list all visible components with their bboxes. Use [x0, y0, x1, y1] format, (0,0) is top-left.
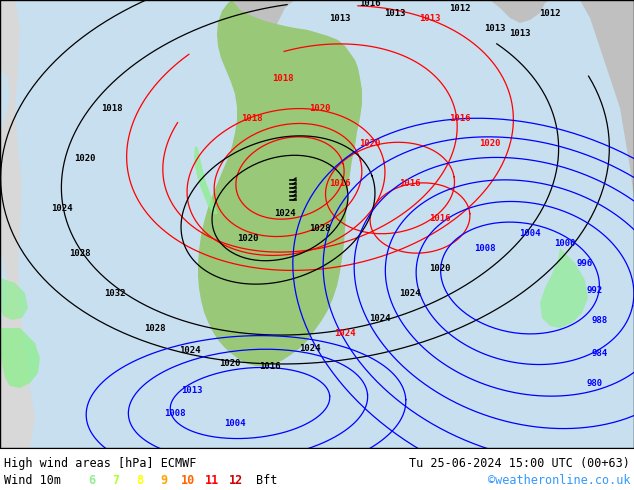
Text: 1020: 1020: [74, 153, 96, 163]
Text: 1024: 1024: [399, 289, 421, 297]
Text: 1020: 1020: [429, 264, 451, 272]
Text: 1004: 1004: [519, 228, 541, 238]
Text: 1020: 1020: [359, 139, 381, 147]
Text: 1016: 1016: [259, 362, 281, 370]
Polygon shape: [0, 278, 28, 320]
Text: 1013: 1013: [509, 28, 531, 38]
Text: 1024: 1024: [51, 203, 73, 213]
Text: 1028: 1028: [309, 223, 331, 232]
Text: 1013: 1013: [329, 14, 351, 23]
Text: 1018: 1018: [101, 103, 123, 113]
Text: 1024: 1024: [275, 209, 295, 218]
Text: 984: 984: [592, 348, 608, 358]
Text: 8: 8: [136, 474, 143, 487]
Text: 1020: 1020: [479, 139, 501, 147]
Text: 992: 992: [587, 286, 603, 294]
Text: 1028: 1028: [145, 323, 165, 333]
Text: 1032: 1032: [104, 289, 126, 297]
Text: 1012: 1012: [450, 3, 471, 13]
Polygon shape: [540, 248, 588, 328]
Polygon shape: [194, 146, 218, 214]
Text: 10: 10: [181, 474, 195, 487]
Text: ©weatheronline.co.uk: ©weatheronline.co.uk: [488, 474, 630, 487]
Text: 996: 996: [577, 259, 593, 268]
Text: 7: 7: [112, 474, 120, 487]
Text: 12: 12: [229, 474, 243, 487]
Text: 1013: 1013: [181, 386, 203, 394]
Text: Wind 10m: Wind 10m: [4, 474, 61, 487]
Text: 1024: 1024: [299, 343, 321, 352]
Text: 1018: 1018: [242, 114, 262, 122]
Polygon shape: [230, 0, 295, 33]
Text: 1016: 1016: [399, 178, 421, 188]
Text: 1016: 1016: [329, 178, 351, 188]
Polygon shape: [0, 328, 40, 388]
Text: 1024: 1024: [334, 328, 356, 338]
Text: 1012: 1012: [540, 8, 560, 18]
Text: 1020: 1020: [237, 234, 259, 243]
Text: 1004: 1004: [224, 418, 246, 427]
Text: 9: 9: [160, 474, 167, 487]
Text: 1008: 1008: [474, 244, 496, 252]
Text: 988: 988: [592, 316, 608, 324]
Text: 1028: 1028: [69, 248, 91, 258]
Text: 1000: 1000: [554, 239, 576, 247]
Text: 1016: 1016: [359, 0, 381, 7]
Text: 1016: 1016: [429, 214, 451, 222]
Polygon shape: [198, 0, 362, 366]
Text: 11: 11: [205, 474, 219, 487]
Text: Tu 25-06-2024 15:00 UTC (00+63): Tu 25-06-2024 15:00 UTC (00+63): [409, 457, 630, 470]
Text: 1018: 1018: [272, 74, 294, 82]
Text: 1013: 1013: [419, 14, 441, 23]
Text: 1020: 1020: [219, 359, 241, 368]
Polygon shape: [490, 0, 550, 23]
Text: High wind areas [hPa] ECMWF: High wind areas [hPa] ECMWF: [4, 457, 197, 470]
Polygon shape: [0, 0, 35, 448]
Text: 980: 980: [587, 378, 603, 388]
Text: 1020: 1020: [309, 103, 331, 113]
Text: Bft: Bft: [256, 474, 278, 487]
Text: 1016: 1016: [450, 114, 471, 122]
Polygon shape: [580, 0, 634, 198]
Text: 1024: 1024: [369, 314, 391, 322]
Text: 1008: 1008: [164, 409, 186, 417]
Text: 1013: 1013: [384, 8, 406, 18]
Text: 1024: 1024: [179, 345, 201, 354]
Text: 6: 6: [88, 474, 96, 487]
Text: 1013: 1013: [484, 24, 506, 32]
